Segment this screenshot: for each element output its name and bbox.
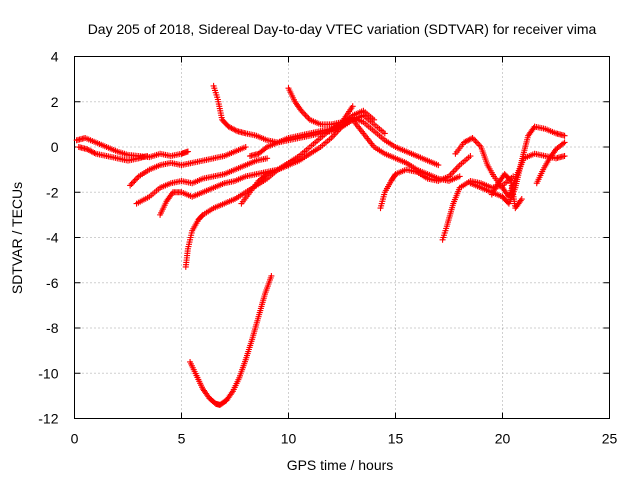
data-point [473, 139, 480, 146]
series-arc-17 [488, 171, 525, 212]
y-tick-label: 4 [51, 49, 59, 65]
data-point [268, 272, 275, 279]
x-tick-label: 0 [71, 431, 79, 447]
x-tick-label: 15 [388, 431, 404, 447]
y-tick-label: 2 [51, 94, 59, 110]
series-arc-9 [238, 107, 378, 207]
data-point [128, 180, 135, 187]
x-tick-label: 10 [281, 431, 297, 447]
y-tick-label: -4 [46, 230, 59, 246]
data-point [264, 155, 271, 162]
grid-lines [74, 56, 610, 419]
chart-title: Day 205 of 2018, Sidereal Day-to-day VTE… [88, 21, 597, 37]
data-point [349, 103, 356, 110]
data-point [456, 173, 463, 180]
y-tick-label: 0 [51, 139, 59, 155]
data-point [435, 162, 442, 169]
y-tick-label: -12 [38, 411, 58, 427]
data-point [470, 136, 477, 143]
series-arc-18 [533, 139, 568, 187]
series-arc-16 [467, 123, 568, 207]
series-arc-1 [73, 134, 191, 161]
data-point [561, 139, 568, 146]
data-point [302, 112, 309, 119]
data-point [468, 135, 475, 142]
data-point [144, 153, 151, 160]
series-arc-5 [157, 162, 292, 218]
data-point [561, 153, 568, 160]
data-point [127, 182, 134, 189]
series-arc-2 [75, 144, 151, 164]
x-tick-label: 20 [495, 431, 511, 447]
series-arc-8 [187, 272, 275, 408]
data-point [301, 110, 308, 117]
data-point [518, 196, 525, 203]
y-axis-label: SDTVAR / TECUs [9, 182, 25, 294]
data-point [560, 140, 567, 147]
series-arc-13 [377, 153, 474, 212]
data-point [131, 177, 138, 184]
data-point [381, 130, 388, 137]
data-point [475, 140, 482, 147]
series-arc-6 [182, 121, 345, 270]
data-point [242, 144, 249, 150]
data-point [304, 113, 311, 120]
series-arc-4 [133, 155, 271, 207]
data-point [262, 172, 269, 179]
x-axis-label: GPS time / hours [287, 457, 394, 473]
data-point [132, 176, 139, 183]
y-tick-label: -2 [46, 184, 59, 200]
tick-labels: 0 5 10 15 20 25 -12 -10 -8 -6 -4 -2 0 2 4 [38, 49, 617, 447]
data-point [467, 153, 474, 160]
data-point [129, 179, 136, 186]
data-point [262, 145, 269, 152]
data-point [91, 150, 98, 157]
series-arc-3 [127, 144, 249, 189]
data-points [73, 82, 568, 408]
data-point [561, 132, 568, 139]
data-point [506, 176, 513, 183]
data-point [184, 148, 191, 155]
data-point [371, 116, 378, 123]
y-tick-label: -10 [38, 365, 58, 381]
series-arc-14 [439, 173, 517, 243]
series-arc-11 [246, 103, 356, 160]
y-tick-label: -6 [46, 275, 59, 291]
data-point [232, 127, 239, 134]
y-tick-label: -8 [46, 320, 59, 336]
x-tick-label: 25 [602, 431, 618, 447]
x-tick-label: 5 [178, 431, 186, 447]
